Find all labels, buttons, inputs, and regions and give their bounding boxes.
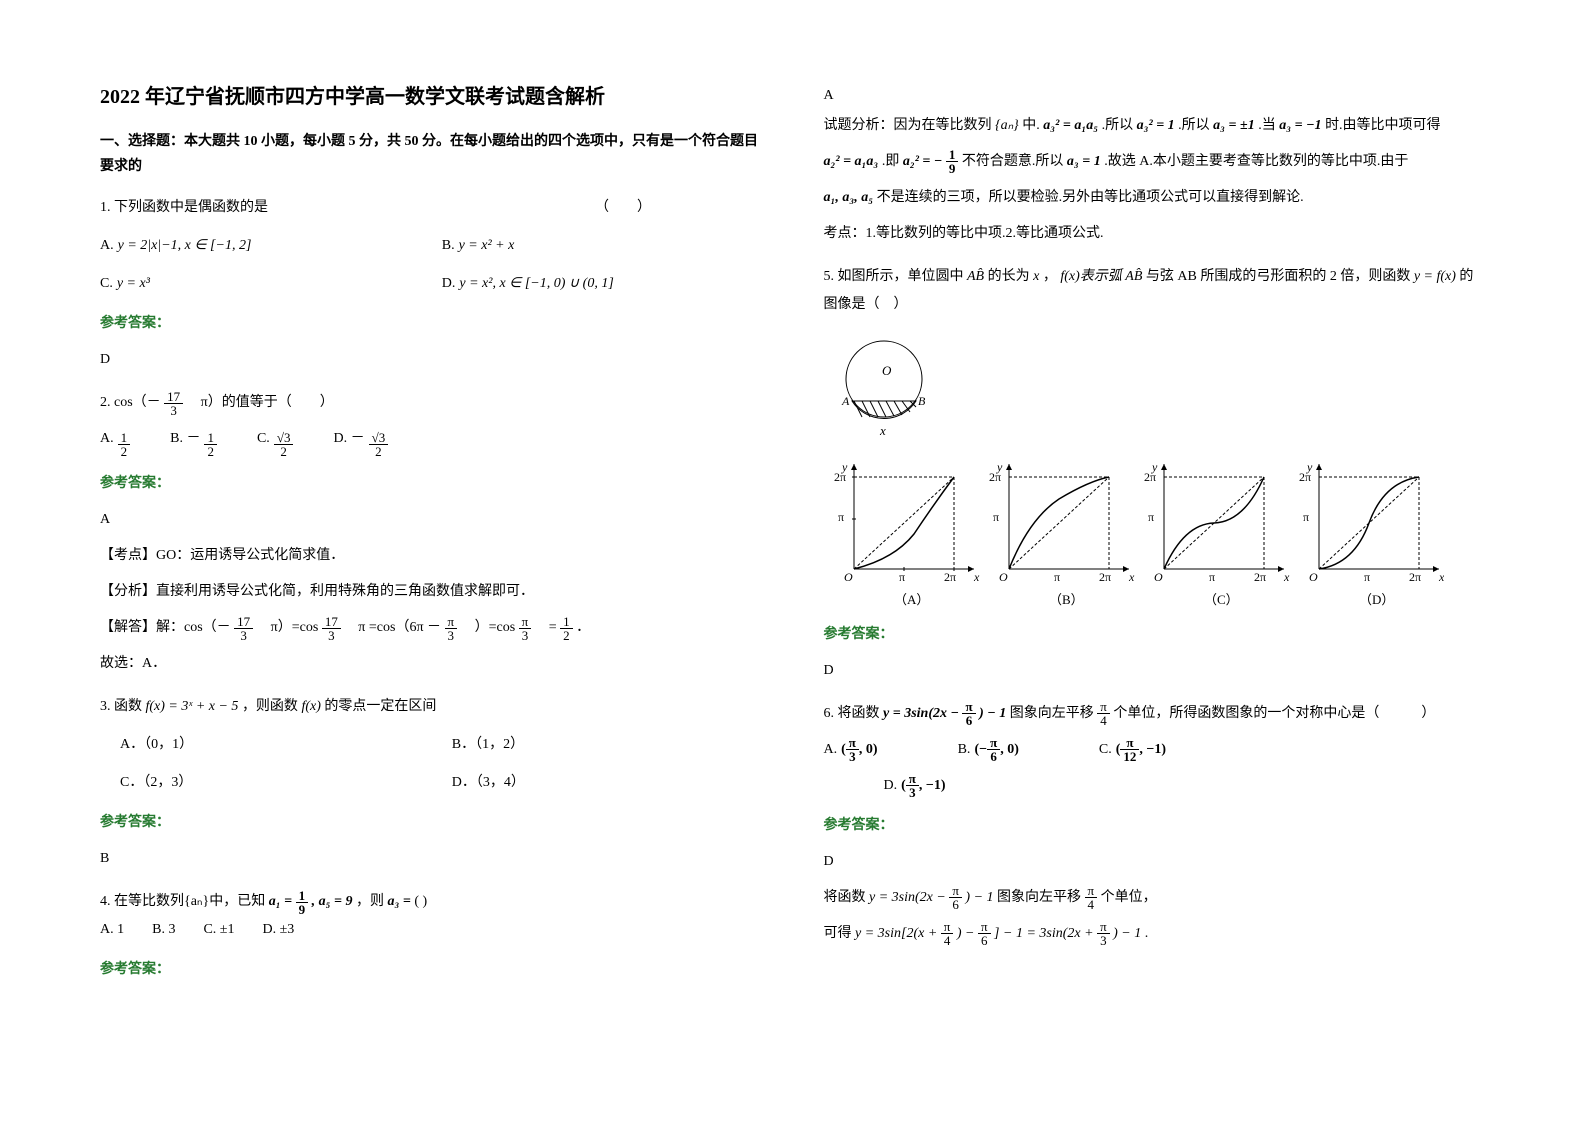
svg-text:π: π: [1364, 570, 1370, 584]
q6-answer: D: [824, 848, 1488, 876]
q2-optD: D. － √32: [333, 425, 388, 458]
svg-text:2π: 2π: [1144, 470, 1156, 484]
q4-analysis: 试题分析：因为在等比数列 {aₙ} 中. a₃² = a₁a₅ .所以 a₃² …: [824, 112, 1488, 140]
q2-post: π）的值等于（ ）: [187, 395, 334, 410]
svg-text:O: O: [1309, 570, 1318, 584]
q2-optB: B. － 12: [170, 425, 217, 458]
q4-answer: A: [824, 88, 1488, 104]
svg-text:x: x: [973, 570, 980, 584]
q5-circle-diagram: O A B x: [824, 329, 944, 439]
q6-sol-line2: 可得 y = 3sin[2(x + π4 ) − π6 ] − 1 = 3sin…: [824, 920, 1488, 948]
svg-text:2π: 2π: [834, 470, 846, 484]
q6-optD: D. (π3, −1): [884, 772, 946, 800]
q1-answer-label: 参考答案：: [100, 310, 764, 338]
svg-text:B: B: [918, 394, 926, 408]
q1-stem: 1. 下列函数中是偶函数的是: [100, 200, 268, 215]
q6-optA: A. (π3, 0): [824, 736, 878, 764]
q3-optB: B．（1，2）: [452, 731, 764, 759]
svg-text:x: x: [1128, 570, 1135, 584]
q6-answer-label: 参考答案：: [824, 812, 1488, 840]
section-header: 一、选择题：本大题共 10 小题，每小题 5 分，共 50 分。在每小题给出的四…: [100, 129, 764, 179]
svg-text:π: π: [1303, 510, 1309, 524]
svg-text:O: O: [999, 570, 1008, 584]
svg-text:π: π: [1209, 570, 1215, 584]
question-1: 1. 下列函数中是偶函数的是 （ ） A. y = 2|x|−1, x ∈ [−…: [100, 194, 764, 374]
q4-analysis3: a₁, a₃, a₅ 不是连续的三项，所以要检验.另外由等比通项公式可以直接得到…: [824, 184, 1488, 212]
svg-text:x: x: [1283, 570, 1290, 584]
q1-blank: （ ）: [595, 200, 651, 215]
q3-optA: A．（0，1）: [120, 731, 432, 759]
q5-answer: D: [824, 657, 1488, 685]
svg-text:2π: 2π: [1254, 570, 1266, 584]
q3-optC: C．（2，3）: [120, 769, 432, 797]
svg-text:O: O: [1154, 570, 1163, 584]
svg-text:π: π: [838, 510, 844, 524]
q6-sol-line1: 将函数 y = 3sin(2x − π6 ) − 1 图象向左平移 π4 个单位…: [824, 884, 1488, 912]
q2-conclusion: 故选：A．: [100, 650, 764, 678]
svg-text:π: π: [1148, 510, 1154, 524]
svg-text:A: A: [841, 394, 850, 408]
q2-answer-label: 参考答案：: [100, 470, 764, 498]
q3-optD: D．（3，4）: [452, 769, 764, 797]
q5-label-D: （D）: [1359, 592, 1394, 607]
q4-analysis2: a₂² = a₁a₃ .即 a₂² = − 19 不符合题意.所以 a₃ = 1…: [824, 148, 1488, 176]
q5-label-C: （C）: [1204, 592, 1239, 607]
q5-options-graphs: O x y π 2π π 2π: [824, 449, 1444, 609]
q2-analysis2: 【分析】直接利用诱导公式化简，利用特殊角的三角函数值求解即可．: [100, 578, 764, 606]
svg-text:π: π: [1054, 570, 1060, 584]
svg-text:x: x: [1438, 570, 1444, 584]
q2-answer: A: [100, 506, 764, 534]
q2-analysis1: 【考点】GO：运用诱导公式化简求值．: [100, 542, 764, 570]
question-6: 6. 将函数 y = 3sin(2x − π6 ) − 1 图象向左平移 π4 …: [824, 700, 1488, 948]
q2-frac: 17 3: [164, 390, 183, 417]
svg-text:O: O: [882, 363, 892, 378]
q1-optC: C. y = x³: [100, 270, 422, 298]
q1-answer: D: [100, 346, 764, 374]
q3-answer: B: [100, 845, 764, 873]
q1-optD: D. y = x², x ∈ [−1, 0) ∪ (0, 1]: [442, 270, 764, 298]
q4-answer-label: 参考答案：: [100, 956, 764, 984]
svg-text:x: x: [879, 423, 886, 438]
q3-answer-label: 参考答案：: [100, 809, 764, 837]
page-title: 2022 年辽宁省抚顺市四方中学高一数学文联考试题含解析: [100, 80, 764, 109]
svg-text:2π: 2π: [989, 470, 1001, 484]
svg-text:2π: 2π: [1299, 470, 1311, 484]
q5-label-B: （B）: [1049, 592, 1084, 607]
svg-text:O: O: [844, 570, 853, 584]
q2-pre: 2. cos（－: [100, 395, 161, 410]
question-4: 4. 在等比数列{aₙ}中，已知 a₁ = 19 , a₅ = 9 ，则 a₃ …: [100, 888, 764, 984]
question-5: 5. 如图所示，单位圆中 AB̂ 的长为 x ， f(x)表示弧 AB̂ 与弦 …: [824, 263, 1488, 685]
svg-text:2π: 2π: [944, 570, 956, 584]
svg-text:π: π: [993, 510, 999, 524]
q2-optA: A. 12: [100, 425, 130, 458]
svg-text:2π: 2π: [1099, 570, 1111, 584]
question-3: 3. 函数 f(x) = 3ˣ + x − 5 ，则函数 f(x) 的零点一定在…: [100, 693, 764, 873]
q1-optB: B. y = x² + x: [442, 232, 764, 260]
q2-optC: C. √32: [257, 425, 293, 458]
q4-opts: A. 1 B. 3 C. ±1 D. ±3: [100, 916, 764, 944]
svg-text:π: π: [899, 570, 905, 584]
q4-kaodian: 考点：1.等比数列的等比中项.2.等比通项公式.: [824, 220, 1488, 248]
q5-label-A: （A）: [894, 592, 929, 607]
q2-solution: 【解答】解：cos（－ 173 π）=cos 173 π =cos（6π － π…: [100, 614, 764, 642]
q1-optA: A. y = 2|x|−1, x ∈ [−1, 2]: [100, 232, 422, 260]
q6-optB: B. (−π6, 0): [958, 736, 1019, 764]
question-2: 2. cos（－ 17 3 π）的值等于（ ） A. 12 B. － 12 C.: [100, 389, 764, 678]
q5-answer-label: 参考答案：: [824, 621, 1488, 649]
svg-text:2π: 2π: [1409, 570, 1421, 584]
q6-optC: C. (π12, −1): [1099, 736, 1166, 764]
